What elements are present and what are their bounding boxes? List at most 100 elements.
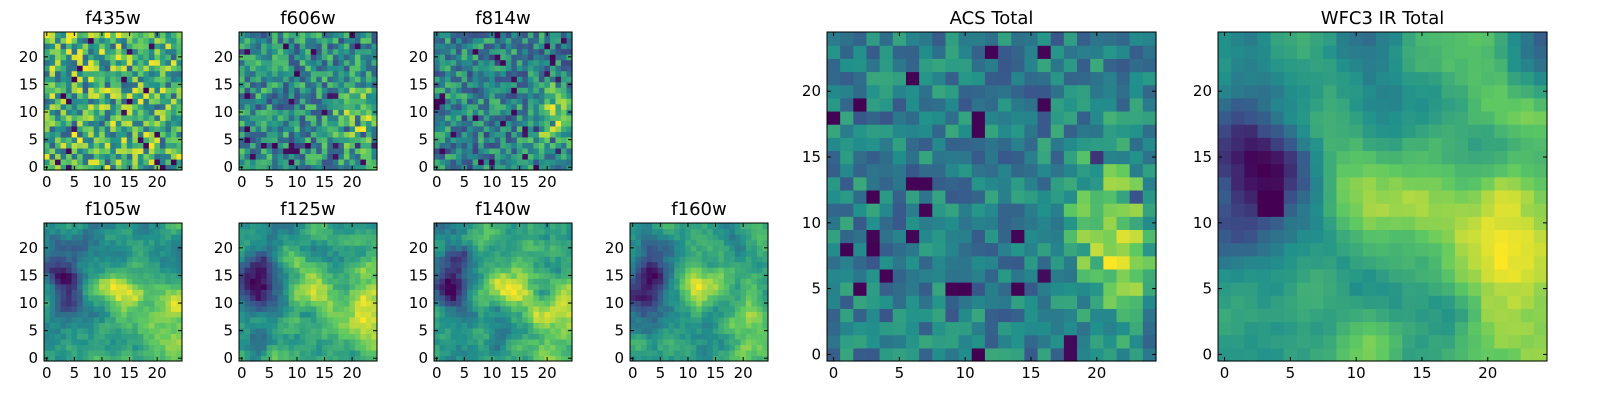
heatmap-cell	[299, 70, 306, 77]
heatmap-cell	[170, 153, 178, 160]
heatmap-cell	[489, 59, 496, 66]
heatmap-cell	[668, 245, 675, 252]
heatmap-cell	[99, 114, 106, 121]
heatmap-cell	[439, 114, 446, 121]
heatmap-cell	[439, 158, 446, 166]
heatmap-cell	[745, 349, 753, 357]
x-tick-label: 20	[148, 364, 167, 382]
heatmap-cell	[494, 338, 501, 346]
heatmap-cell	[505, 316, 512, 323]
heatmap-cell	[332, 349, 339, 357]
heatmap-cell	[840, 268, 854, 283]
heatmap-cell	[148, 32, 155, 39]
heatmap-cell	[533, 103, 540, 110]
heatmap-cell	[679, 278, 686, 285]
heatmap-cell	[338, 294, 345, 301]
heatmap-cell	[756, 234, 764, 241]
heatmap-cell	[88, 109, 95, 116]
heatmap-cell	[266, 349, 273, 357]
heatmap-cell	[49, 92, 56, 99]
heatmap-cell	[272, 136, 279, 143]
heatmap-cell	[668, 267, 675, 274]
heatmap-cells	[44, 223, 183, 362]
heatmap-cell	[365, 37, 373, 44]
heatmap-cell	[511, 54, 518, 61]
y-tick-label: 15	[19, 266, 38, 284]
heatmap-cell	[500, 228, 507, 235]
heatmap-cell	[467, 272, 474, 279]
heatmap-cell	[110, 120, 117, 127]
heatmap-cell	[892, 176, 907, 191]
heatmap-cell	[365, 338, 373, 346]
heatmap-cell	[115, 76, 122, 83]
heatmap-cell	[354, 294, 362, 301]
heatmap-cell	[827, 334, 841, 349]
heatmap-cell	[505, 261, 512, 268]
heatmap-cell	[762, 338, 769, 346]
heatmap-cell	[456, 322, 463, 329]
heatmap-cell	[165, 250, 172, 257]
heatmap-cell	[679, 228, 686, 235]
heatmap-cell	[685, 316, 692, 323]
heatmap-cell	[104, 54, 111, 61]
heatmap-cell	[500, 109, 507, 116]
heatmap-cell	[751, 223, 758, 230]
heatmap-cell	[332, 294, 339, 301]
heatmap-cell	[283, 267, 290, 274]
heatmap-cell	[456, 98, 463, 105]
heatmap-cell	[343, 164, 350, 171]
heatmap-cell	[154, 48, 161, 55]
heatmap-cell	[110, 327, 117, 334]
heatmap-cell	[266, 48, 273, 55]
heatmap-cell	[288, 65, 295, 72]
heatmap-cell	[255, 294, 262, 301]
heatmap-cell	[712, 256, 719, 263]
heatmap-cell	[66, 43, 73, 50]
heatmap-cell	[49, 228, 56, 235]
heatmap-cell	[434, 234, 441, 241]
heatmap-cell	[527, 300, 534, 307]
heatmap-cell	[544, 245, 551, 252]
heatmap-cell	[244, 261, 251, 268]
heatmap-cell	[316, 120, 323, 127]
heatmap-cell	[646, 344, 653, 351]
heatmap-cell	[516, 311, 523, 318]
heatmap-cell	[338, 322, 345, 329]
heatmap-cell	[1050, 242, 1065, 257]
heatmap-cell	[566, 103, 573, 110]
x-tick-label: 10	[92, 364, 111, 382]
heatmap-cell	[137, 338, 144, 346]
heatmap-cell	[316, 300, 323, 307]
heatmap-cell	[1063, 189, 1078, 204]
heatmap-cell	[332, 283, 339, 290]
heatmap-cell	[483, 37, 490, 44]
heatmap-cell	[272, 70, 279, 77]
heatmap-cell	[121, 76, 128, 83]
heatmap-cell	[434, 70, 441, 77]
heatmap-cell	[663, 234, 670, 241]
heatmap-cell	[500, 355, 507, 362]
heatmap-cell	[261, 245, 268, 252]
heatmap-cell	[685, 228, 692, 235]
heatmap-cell	[505, 300, 512, 307]
heatmap-cell	[712, 234, 719, 241]
heatmap-cell	[338, 48, 345, 55]
heatmap-cell	[467, 355, 474, 362]
heatmap-cell	[723, 261, 730, 268]
heatmap-cell	[288, 59, 295, 66]
heatmap-cell	[154, 305, 161, 312]
heatmap-cell	[560, 250, 568, 257]
heatmap-cell	[971, 203, 986, 217]
heatmap-cell	[283, 103, 290, 110]
heatmap-cell	[505, 355, 512, 362]
heatmap-cell	[663, 267, 670, 274]
heatmap-cell	[99, 228, 106, 235]
heatmap-cell	[668, 228, 675, 235]
heatmap-cell	[456, 294, 463, 301]
heatmap-cell	[527, 278, 534, 285]
heatmap-cell	[132, 48, 139, 55]
y-tick-label: 0	[223, 158, 233, 176]
heatmap-cell	[354, 300, 362, 307]
heatmap-cell	[461, 316, 468, 323]
heatmap-cell	[511, 322, 518, 329]
